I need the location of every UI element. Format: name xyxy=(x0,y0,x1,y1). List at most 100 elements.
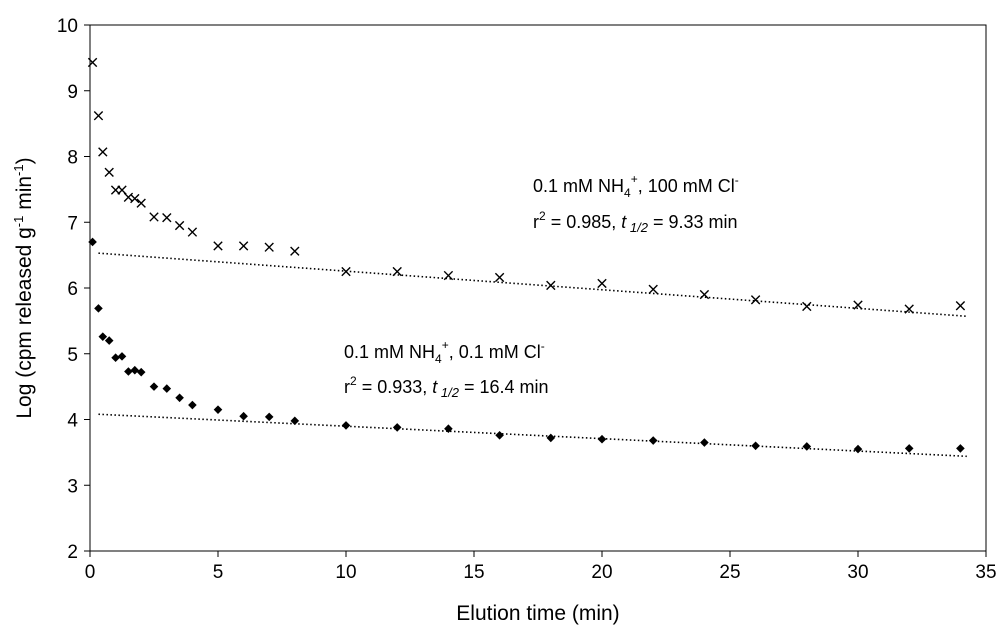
diamond-point xyxy=(264,412,274,422)
annotation-upper-line1-b: , 100 mM Cl xyxy=(638,176,735,196)
cross-point xyxy=(853,300,863,310)
cross-point xyxy=(494,272,505,283)
diamond-point xyxy=(88,237,97,247)
y-tick-label: 5 xyxy=(67,345,78,366)
cross-point xyxy=(136,198,146,208)
data-points xyxy=(87,57,966,454)
diamond-point xyxy=(94,304,103,313)
diamond-point xyxy=(341,421,351,430)
cross-point xyxy=(955,301,966,311)
x-tick-label: 35 xyxy=(975,562,996,583)
diamond-point xyxy=(130,365,140,375)
x-tick-label: 20 xyxy=(591,562,612,583)
diamond-point xyxy=(117,352,127,361)
cross-point xyxy=(238,241,249,251)
annotation-lower-line1-b: , 0.1 mM Cl xyxy=(449,342,541,362)
annotation-upper-line2-t: t xyxy=(621,212,627,232)
annotation-upper-line1: 0.1 mM NH4+, 100 mM Cl- xyxy=(533,172,739,200)
cross-point xyxy=(93,111,104,121)
annotation-lower-line1: 0.1 mM NH4+, 0.1 mM Cl- xyxy=(344,338,545,366)
annotation-lower-line2-t: t xyxy=(432,377,438,397)
y-tick-label: 6 xyxy=(67,279,78,300)
y-tick-label: 9 xyxy=(67,82,78,103)
cross-point xyxy=(149,212,159,222)
cross-point xyxy=(597,278,607,289)
annotation-lower-line1-a: 0.1 mM NH xyxy=(344,342,435,362)
x-axis: 0 5 10 15 20 25 30 35 xyxy=(85,551,997,583)
annotation-lower-line2-a: r xyxy=(344,377,350,397)
diamond-point xyxy=(444,424,453,434)
diamond-point xyxy=(904,444,914,453)
cross-point xyxy=(174,220,185,231)
y-axis-title-sup1: -1 xyxy=(11,216,26,228)
annotation-lower-line2-b: = 0.933, xyxy=(357,377,433,397)
diamond-point xyxy=(597,434,607,444)
cross-point xyxy=(904,304,914,314)
trendlines xyxy=(98,252,967,458)
annotation-upper-line1-sub: 4 xyxy=(624,186,631,200)
y-axis-title-main: Log (cpm released g xyxy=(13,227,36,418)
y-tick-label: 3 xyxy=(67,476,78,497)
x-tick-label: 0 xyxy=(85,562,96,583)
x-tick-label: 5 xyxy=(213,562,224,583)
diamond-point xyxy=(239,411,248,421)
diamond-point xyxy=(802,442,812,451)
diamond-point xyxy=(188,400,197,410)
annotation-upper-line2-sup: 2 xyxy=(539,209,546,223)
y-tick-label: 7 xyxy=(67,213,78,234)
x-tick-label: 25 xyxy=(719,562,740,583)
annotation-lower-line2-tsub: 1/2 xyxy=(437,385,459,400)
cross-point xyxy=(213,241,223,251)
annotation-upper-line2-c: = 9.33 min xyxy=(648,212,738,232)
diamond-point xyxy=(149,382,159,391)
diamond-point xyxy=(956,444,965,453)
y-axis-title-mid: min xyxy=(13,176,36,216)
trendline-series-1 xyxy=(98,413,967,458)
diamond-point xyxy=(98,332,108,341)
annotation-upper-line1-a: 0.1 mM NH xyxy=(533,176,624,196)
y-tick-label: 4 xyxy=(67,411,78,432)
annotation-lower-line2-c: = 16.4 min xyxy=(459,377,549,397)
cross-point xyxy=(290,246,300,256)
cross-point xyxy=(264,242,274,252)
annotation-lower-line1-sup2: - xyxy=(541,339,545,353)
diamond-point xyxy=(648,436,658,445)
cross-point xyxy=(341,266,351,277)
annotation-upper-line2-b: = 0.985, xyxy=(546,212,622,232)
annotation-upper-line2-tsub: 1/2 xyxy=(626,220,648,235)
cross-point xyxy=(98,147,108,157)
cross-point xyxy=(699,289,710,300)
y-tick-label: 8 xyxy=(67,148,78,169)
diamond-point xyxy=(175,393,184,403)
annotation-lower-line2-sup: 2 xyxy=(350,374,357,388)
diamond-point xyxy=(290,416,300,426)
trendline-series-0 xyxy=(98,252,967,318)
diamond-point xyxy=(104,336,114,345)
diamond-point xyxy=(700,438,709,447)
cross-point xyxy=(443,270,454,281)
x-tick-label: 15 xyxy=(463,562,484,583)
y-tick-label: 10 xyxy=(57,16,78,37)
cross-point xyxy=(392,266,402,277)
diamond-point xyxy=(162,384,172,393)
cross-point xyxy=(87,57,98,68)
x-tick-label: 30 xyxy=(847,562,868,583)
diamond-point xyxy=(111,353,120,362)
annotation-lower-line2: r2 = 0.933, t 1/2 = 16.4 min xyxy=(344,374,549,400)
y-axis-title: Log (cpm released g-1 min-1) xyxy=(11,157,36,418)
cross-point xyxy=(162,212,172,223)
cross-point xyxy=(187,227,198,237)
diamond-point xyxy=(495,430,504,440)
annotation-upper-line1-sup: + xyxy=(631,172,638,186)
y-axis-title-end: ) xyxy=(13,157,36,164)
annotation-lower-line1-sub: 4 xyxy=(435,352,442,366)
diamond-point xyxy=(392,423,402,432)
x-axis-title: Elution time (min) xyxy=(456,602,619,625)
cross-point xyxy=(802,301,812,312)
diamond-point xyxy=(136,367,146,377)
annotation-upper-line2: r2 = 0.985, t 1/2 = 9.33 min xyxy=(533,209,738,235)
cross-point xyxy=(750,295,761,305)
diamond-point xyxy=(546,433,556,443)
y-axis: 2 3 4 5 6 7 8 9 10 xyxy=(57,16,90,563)
